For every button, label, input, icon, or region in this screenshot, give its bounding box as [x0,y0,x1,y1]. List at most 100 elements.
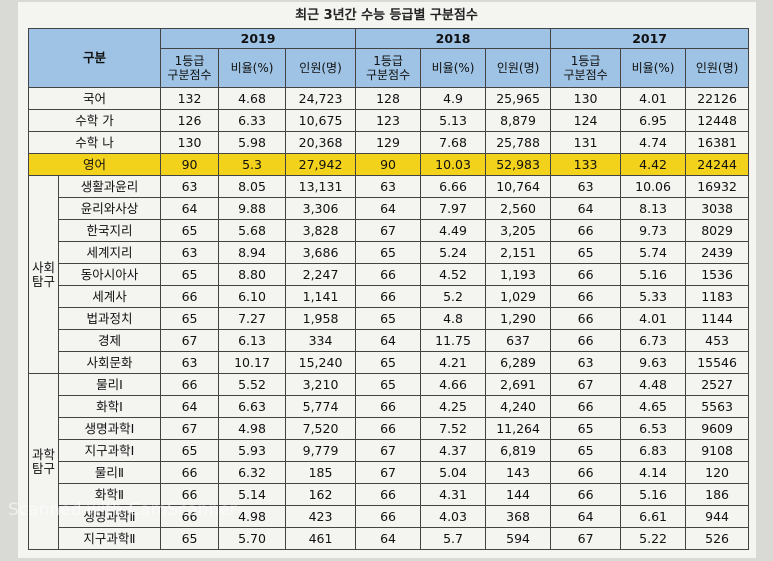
cell: 5.93 [218,439,287,462]
cell: 9108 [685,439,750,462]
cell: 186 [685,483,750,506]
cell: 25,965 [485,87,552,110]
subject-row: 법과정치 65 7.27 1,958 65 4.8 1,290 66 4.01 1144 [29,307,750,330]
subject-row: 생명과학Ⅱ 66 4.98 423 66 4.03 368 64 6.61 944 [29,505,750,528]
cell: 185 [285,461,357,484]
cell: 2,691 [485,373,552,396]
subject-row: 과학 탐구 물리Ⅰ 66 5.52 3,210 65 4.66 2,691 67 4.48 2527 [28,373,750,550]
cell: 7.68 [420,131,487,154]
cell: 4.42 [620,153,687,176]
column-header: 인원(명) [485,48,552,88]
cell: 129 [355,131,422,154]
cell: 5.22 [620,527,687,550]
cell: 6.73 [620,329,687,352]
subject-row: 세계지리 63 8.94 3,686 65 5.24 2,151 65 5.74 2439 [29,241,750,264]
cell: 4.03 [420,505,487,528]
subject-label: 생활과윤리 [57,175,162,198]
subject-label: 생명과학Ⅰ [57,417,162,440]
cell: 5.33 [620,285,687,308]
subject-row: 사회문화 63 10.17 15,240 65 4.21 6,289 63 9.63 15546 [29,351,750,374]
cell: 2,560 [485,197,552,220]
cell: 4.9 [420,87,487,110]
cell: 3,306 [285,197,357,220]
cell: 4.98 [218,417,287,440]
cell: 1144 [685,307,750,330]
column-header: 비율(%) [620,48,687,88]
cell: 2,151 [485,241,552,264]
column-header: 비율(%) [218,48,287,88]
cell: 5.70 [218,527,287,550]
cell: 2527 [685,373,750,396]
cell: 64 [160,197,220,220]
cell: 65 [160,527,220,550]
cell: 66 [550,395,622,418]
subject-row: 물리Ⅱ 66 6.32 185 67 5.04 143 66 4.14 120 [29,461,750,484]
subject-label: 경제 [57,329,162,352]
cell: 66 [355,263,422,286]
cell: 24244 [685,153,750,176]
cell: 5.16 [620,483,687,506]
cell: 5.24 [420,241,487,264]
cell: 5.3 [218,153,287,176]
cell: 9.63 [620,351,687,374]
cell: 6.10 [218,285,287,308]
cell: 90 [355,153,422,176]
column-header: 비율(%) [420,48,487,88]
cell: 65 [355,373,422,396]
subject-label: 한국지리 [57,219,162,242]
cell: 130 [160,131,220,154]
group-label: 사회 탐구 [28,175,59,374]
cell: 453 [685,329,750,352]
cell: 9,779 [285,439,357,462]
cell: 63 [160,241,220,264]
cell: 3038 [685,197,750,220]
cell: 5.98 [218,131,287,154]
cell: 6,819 [485,439,552,462]
cell: 4.25 [420,395,487,418]
cell: 25,788 [485,131,552,154]
cell: 10.06 [620,175,687,198]
cell: 24,723 [285,87,357,110]
cell: 1183 [685,285,750,308]
cell: 65 [355,351,422,374]
cell: 1,958 [285,307,357,330]
subject-label: 영어 [27,153,162,176]
corner-header: 구분 [27,28,162,88]
cell: 10,764 [485,175,552,198]
cell: 4,240 [485,395,552,418]
cell: 4.68 [218,87,287,110]
cell: 65 [160,219,220,242]
cell: 65 [550,417,622,440]
cell: 5,774 [285,395,357,418]
cell: 6.63 [218,395,287,418]
cell: 526 [685,527,750,550]
cell: 6.53 [620,417,687,440]
cell: 133 [550,153,622,176]
cell: 6.33 [218,109,287,132]
cell: 128 [355,87,422,110]
cell: 63 [550,175,622,198]
subject-row: 국어 132 4.68 24,723 128 4.9 25,965 130 4.01 22126 [27,87,750,110]
cell: 15,240 [285,351,357,374]
subject-label: 세계지리 [57,241,162,264]
cell: 67 [355,219,422,242]
subject-label: 수학 나 [27,131,162,154]
cell: 65 [355,241,422,264]
cell: 4.21 [420,351,487,374]
subject-row: 영어 90 5.3 27,942 90 10.03 52,983 133 4.42 24244 [27,153,750,176]
cell: 66 [550,263,622,286]
cell: 66 [355,285,422,308]
cell: 9609 [685,417,750,440]
subject-label: 물리Ⅱ [57,461,162,484]
cell: 3,828 [285,219,357,242]
cell: 130 [550,87,622,110]
cell: 90 [160,153,220,176]
cell: 5.52 [218,373,287,396]
year-header: 2018 [355,28,552,49]
cell: 67 [160,329,220,352]
cell: 9.88 [218,197,287,220]
year-header: 2017 [550,28,750,49]
cell: 594 [485,527,552,550]
cell: 64 [355,527,422,550]
subject-row: 한국지리 65 5.68 3,828 67 4.49 3,205 66 9.73 8029 [29,219,750,242]
